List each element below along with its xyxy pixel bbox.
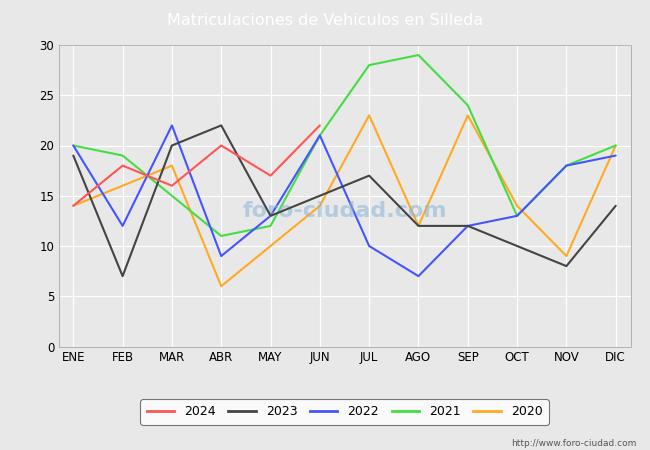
Text: Matriculaciones de Vehiculos en Silleda: Matriculaciones de Vehiculos en Silleda — [167, 13, 483, 28]
Legend: 2024, 2023, 2022, 2021, 2020: 2024, 2023, 2022, 2021, 2020 — [140, 399, 549, 425]
Text: foro-ciudad.com: foro-ciudad.com — [242, 201, 447, 221]
Text: http://www.foro-ciudad.com: http://www.foro-ciudad.com — [512, 439, 637, 448]
